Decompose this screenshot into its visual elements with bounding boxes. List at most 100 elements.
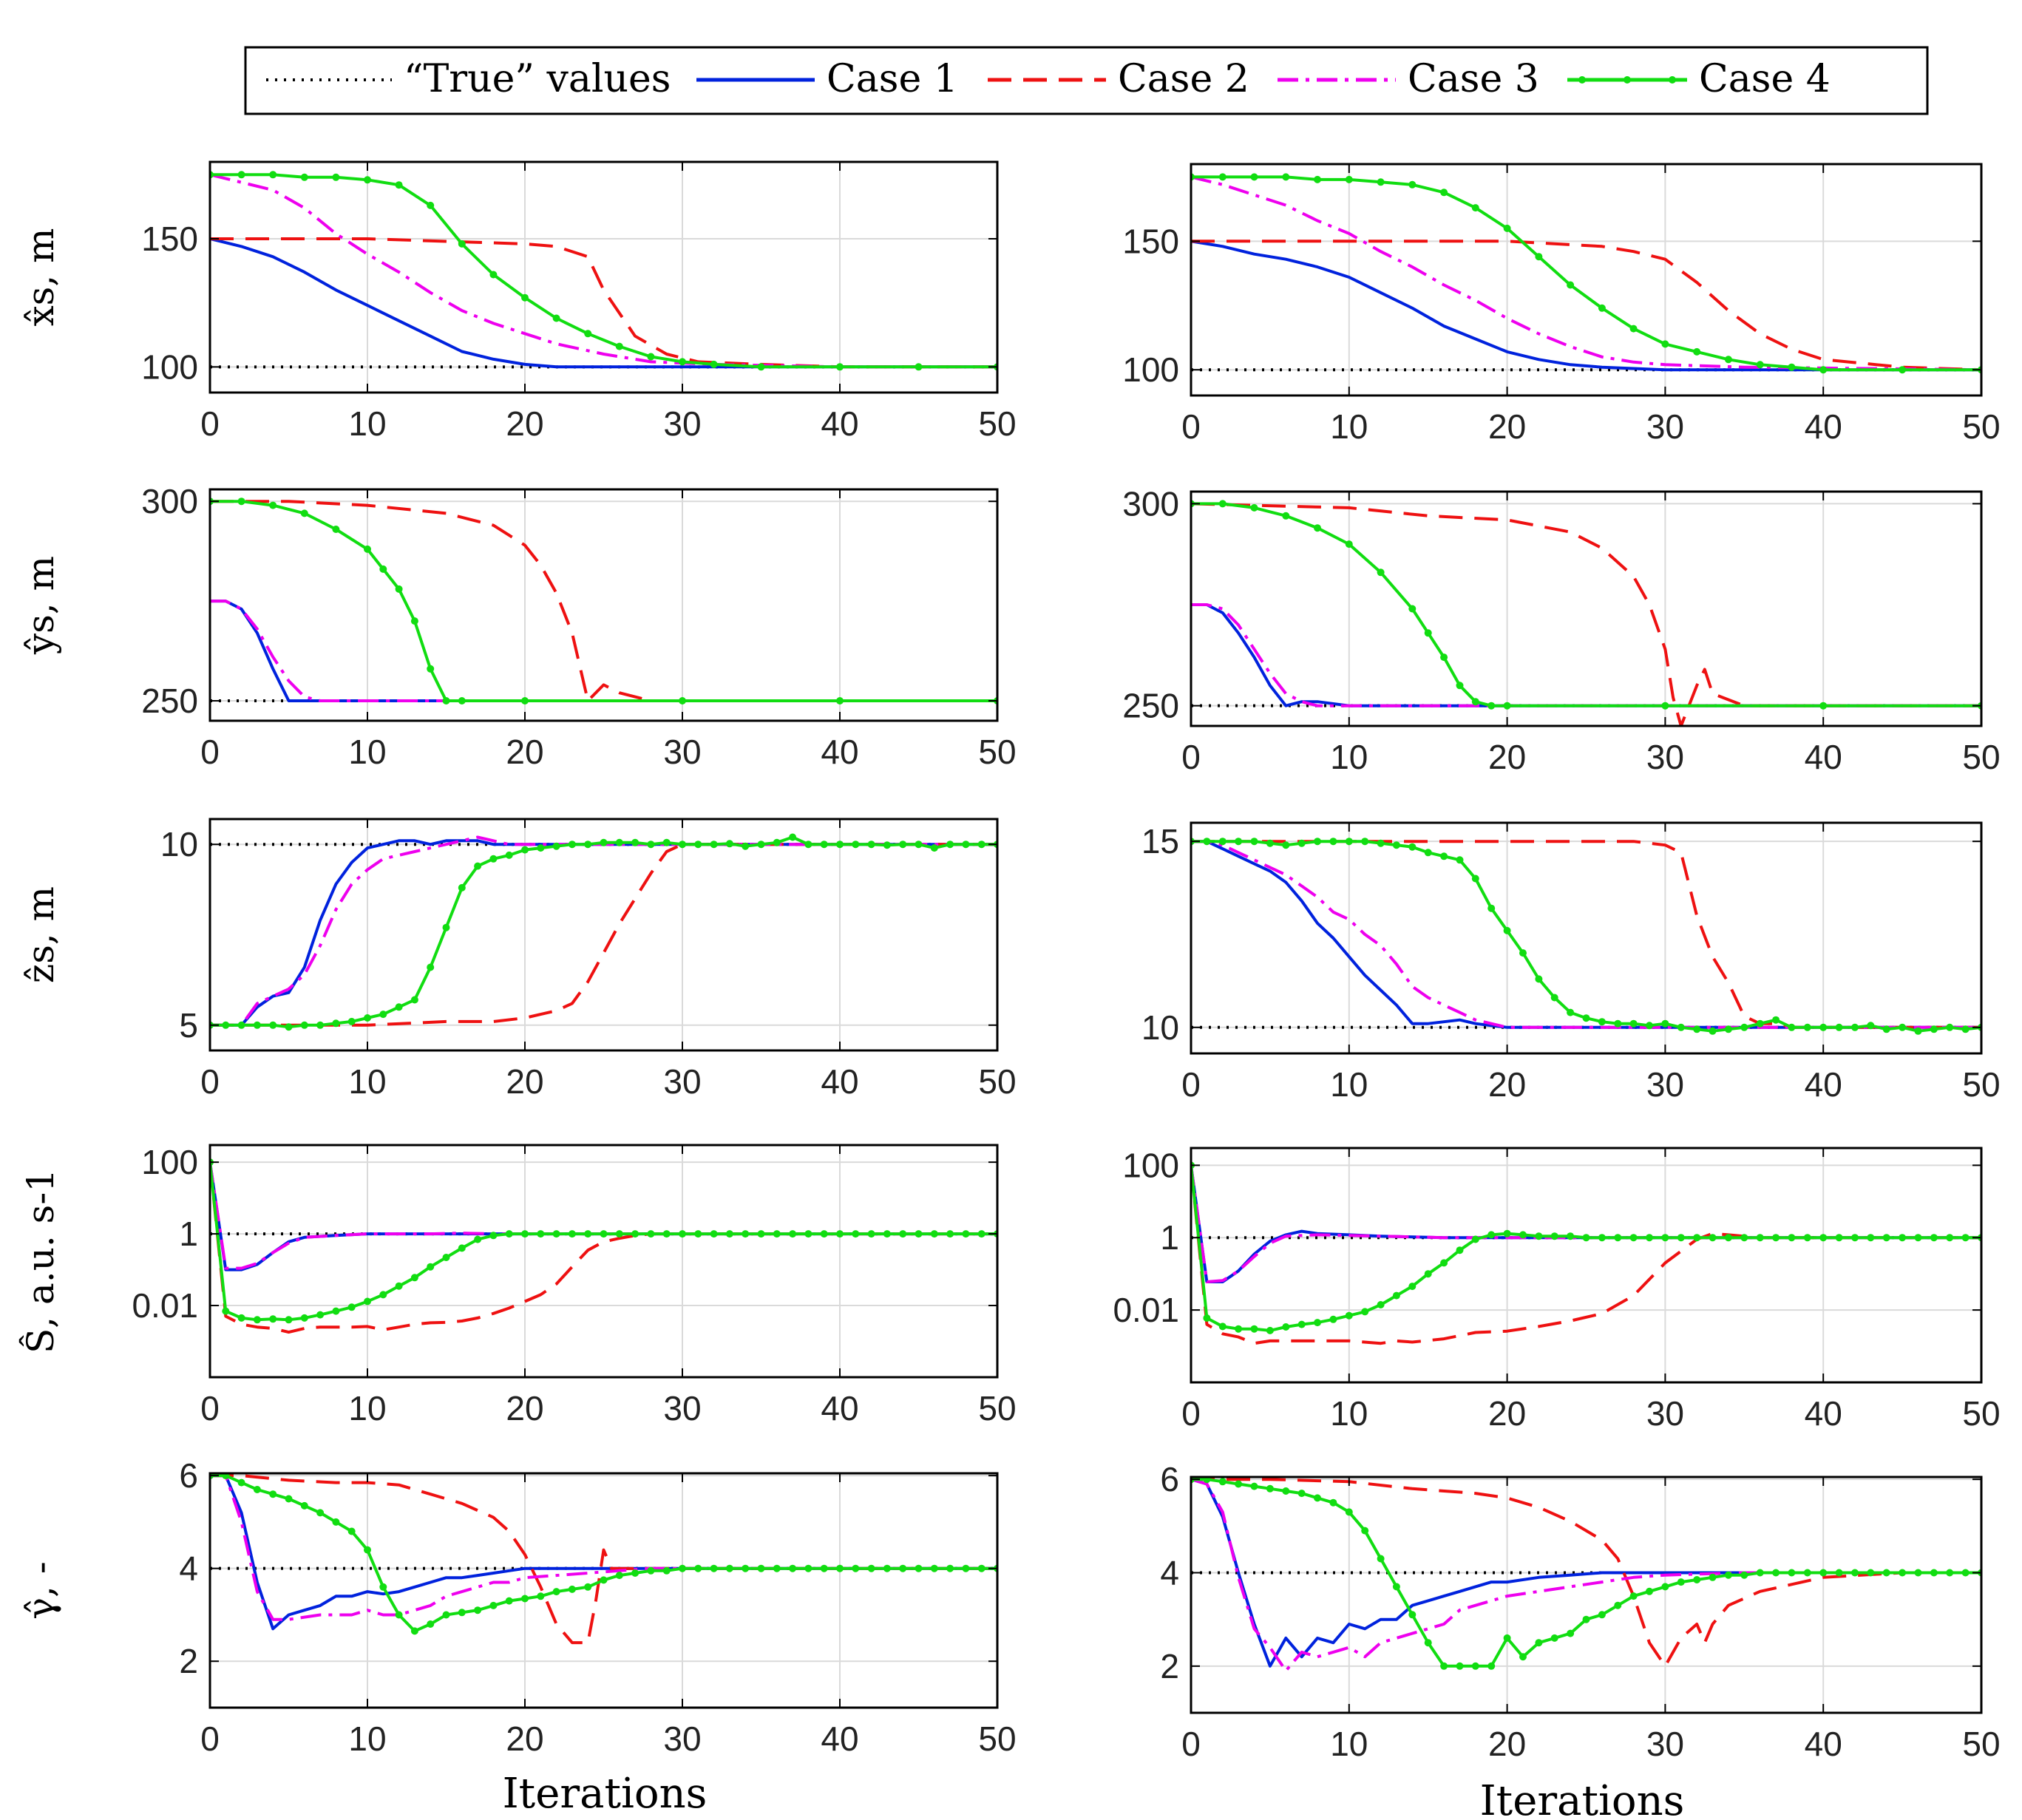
series-marker-case-4 [1503, 224, 1511, 232]
series-marker-case-4 [442, 1611, 450, 1619]
axes-box [1190, 163, 1983, 397]
x-tick-label: 0 [1181, 1394, 1201, 1433]
series-marker-case-4 [300, 509, 308, 517]
series-marker-case-4 [300, 1021, 308, 1029]
series-marker-case-4 [1882, 1025, 1890, 1033]
series-marker-case-4 [1487, 904, 1496, 912]
x-tick-label: 20 [506, 1719, 543, 1758]
series-marker-case-4 [647, 841, 655, 849]
series-marker-case-4 [347, 1303, 356, 1311]
series-line-case-2 [1191, 840, 1981, 1029]
series-marker-case-4 [316, 1021, 325, 1029]
series-marker-case-4 [1756, 1019, 1764, 1028]
x-tick-label: 50 [1962, 1394, 2000, 1433]
series-marker-case-4 [316, 1509, 325, 1517]
series-marker-case-4 [1345, 1311, 1353, 1320]
series-marker-case-4 [694, 841, 702, 849]
subplot-ys-left: 0 10 20 30 40 50 250 300 ŷs, m [19, 482, 1017, 771]
series-marker-case-4 [1661, 702, 1669, 710]
x-tick-label: 50 [978, 733, 1016, 771]
x-tick-label: 50 [978, 1719, 1016, 1758]
series-marker-case-4 [1487, 1662, 1496, 1670]
y-axis-label: γ̂, - [19, 1561, 62, 1620]
series-marker-case-4 [1424, 849, 1432, 857]
y-tick-label: 250 [141, 682, 198, 720]
y-tick-label: 250 [1122, 687, 1179, 725]
x-tick-label: 0 [1181, 738, 1201, 776]
x-axis-label-left: Iterations [503, 1770, 708, 1818]
series-marker-case-4 [915, 363, 923, 371]
series-marker-case-4 [1282, 1487, 1290, 1495]
series-marker-case-4 [269, 1021, 277, 1029]
y-tick-label: 10 [1141, 1008, 1179, 1047]
series-marker-case-4 [1218, 1478, 1227, 1486]
series-marker-case-4 [773, 838, 781, 846]
series-marker-case-4 [789, 1564, 797, 1572]
series-marker-case-4 [1851, 1569, 1859, 1577]
series-marker-case-4 [332, 526, 340, 533]
series-marker-case-4 [1424, 1270, 1432, 1278]
series-marker-case-4 [458, 883, 466, 892]
series-marker-case-4 [930, 1564, 938, 1572]
series-marker-case-4 [1629, 1019, 1638, 1028]
x-tick-label: 20 [506, 1389, 543, 1427]
x-tick-label: 0 [200, 1389, 220, 1427]
plot-data [210, 498, 997, 704]
series-marker-case-4 [1266, 1484, 1274, 1493]
series-marker-case-4 [647, 1566, 655, 1575]
series-marker-case-4 [1329, 838, 1337, 846]
series-line-case-2 [210, 500, 997, 702]
series-marker-case-4 [946, 1230, 954, 1238]
x-tick-label: 40 [1805, 407, 1842, 446]
plot-area [210, 1145, 997, 1377]
series-marker-case-4 [1567, 1629, 1575, 1637]
series-marker-case-4 [489, 1601, 498, 1609]
series-marker-case-4 [836, 1564, 844, 1572]
series-line-case-3 [1191, 603, 1981, 707]
x-tick-label: 20 [1488, 407, 1526, 446]
series-marker-case-4 [521, 846, 529, 854]
series-marker-case-4 [1772, 1569, 1780, 1577]
series-marker-case-4 [1519, 1231, 1527, 1239]
series-marker-case-4 [1614, 1234, 1622, 1242]
series-line-case-2 [1191, 1478, 1981, 1668]
subplot-xs-right: 0 10 20 30 40 50 100 150 [1122, 163, 2001, 446]
series-marker-case-4 [1646, 1022, 1653, 1030]
series-marker-case-4 [1899, 1569, 1907, 1577]
y-axis-label: Ŝ, a.u. s-1 [18, 1169, 62, 1354]
series-marker-case-4 [568, 841, 576, 849]
series-marker-case-4 [1851, 1234, 1859, 1242]
series-marker-case-4 [1582, 1234, 1590, 1242]
series-marker-case-4 [222, 1307, 230, 1315]
series-marker-case-4 [946, 841, 954, 849]
series-marker-case-4 [1235, 1325, 1243, 1333]
x-tick-label: 0 [200, 1062, 220, 1101]
series-marker-case-4 [662, 838, 671, 846]
series-marker-case-4 [521, 293, 529, 302]
series-marker-case-4 [694, 1564, 702, 1572]
series-marker-case-4 [395, 585, 403, 593]
y-tick-label: 300 [141, 482, 198, 520]
series-marker-case-4 [1961, 1234, 1970, 1242]
series-marker-case-4 [474, 1606, 482, 1614]
series-marker-case-4 [1819, 1234, 1828, 1242]
y-tick-label: 0.01 [132, 1286, 198, 1325]
series-line-case-1 [1191, 1478, 1981, 1668]
series-marker-case-4 [662, 1230, 671, 1238]
series-marker-case-4 [1424, 1639, 1432, 1647]
series-marker-case-4 [395, 1003, 403, 1011]
series-marker-case-4 [1535, 253, 1543, 261]
series-marker-case-4 [379, 1583, 387, 1591]
y-tick-label: 100 [141, 347, 198, 386]
series-marker-case-4 [1361, 1308, 1369, 1316]
legend-label-case-3: Case 3 [1408, 57, 1539, 101]
x-tick-label: 10 [348, 1062, 386, 1101]
series-marker-case-4 [489, 1232, 498, 1240]
series-marker-case-4 [1392, 1583, 1400, 1591]
series-marker-case-4 [1567, 1232, 1575, 1240]
series-marker-case-4 [1519, 949, 1527, 957]
series-marker-case-4 [883, 841, 891, 849]
series-marker-case-4 [1503, 1229, 1511, 1237]
series-marker-case-4 [1740, 1234, 1748, 1242]
plot-data [210, 1473, 997, 1645]
